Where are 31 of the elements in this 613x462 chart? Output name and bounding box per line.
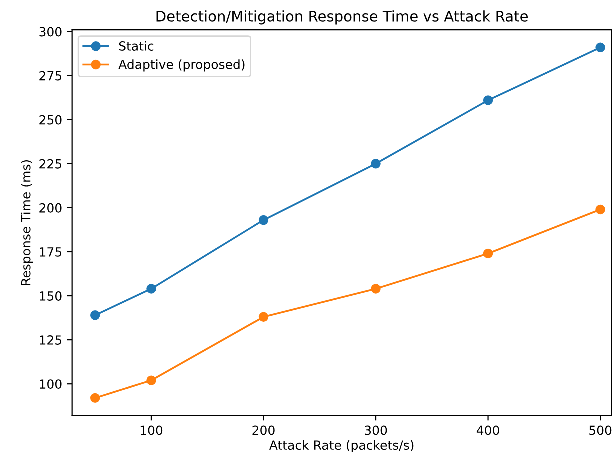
point xyxy=(146,376,156,386)
point xyxy=(146,284,156,294)
y-tick-label: 300 xyxy=(40,27,62,37)
x-tick-label: 100 xyxy=(140,426,163,436)
y-tick-label: 275 xyxy=(40,71,62,81)
point xyxy=(596,42,606,53)
legend-label: Adaptive (proposed) xyxy=(118,60,245,72)
y-tick-label: 250 xyxy=(40,115,62,125)
y-tick-label: 225 xyxy=(40,159,62,169)
point xyxy=(483,248,494,259)
point xyxy=(90,310,100,320)
y-tick-label: 125 xyxy=(40,336,62,345)
y-axis-title: Response Time (ms) xyxy=(21,160,34,286)
y-tick-label: 150 xyxy=(40,291,62,301)
point xyxy=(258,312,269,322)
point xyxy=(596,204,606,215)
point xyxy=(258,215,269,226)
y-tick-label: 100 xyxy=(40,380,62,390)
y-tick-label: 200 xyxy=(40,203,62,213)
point xyxy=(90,393,100,404)
point xyxy=(371,159,381,169)
chart-title: Detection/Mitigation Response Time vs Attack Rate xyxy=(156,10,528,25)
y-tick-label: 175 xyxy=(40,248,62,257)
point xyxy=(371,284,381,294)
x-tick-label: 300 xyxy=(365,426,388,436)
x-tick-label: 500 xyxy=(590,426,612,436)
x-axis-title: Attack Rate (packets/s) xyxy=(269,440,414,452)
x-tick-label: 200 xyxy=(252,426,275,436)
x-tick-label: 400 xyxy=(476,426,500,436)
point xyxy=(483,96,494,106)
legend-label: Static xyxy=(119,41,154,51)
